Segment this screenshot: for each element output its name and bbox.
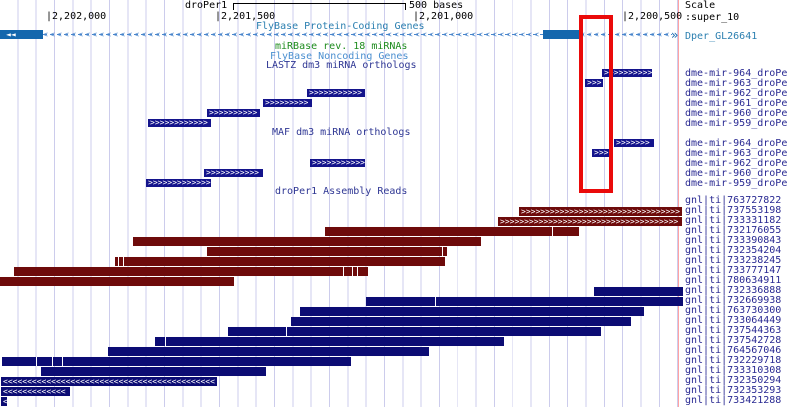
read-bar[interactable] <box>300 307 644 316</box>
read-bar[interactable]: <<<<<<<<<<<<< <box>1 387 70 396</box>
read-label[interactable]: gnl|ti|763730300 <box>685 305 782 316</box>
alignment-gap-tick <box>442 247 443 256</box>
alignment-gap-tick <box>165 337 166 346</box>
read-bar[interactable] <box>108 347 429 356</box>
contig-name-label: droPer1 <box>185 0 228 11</box>
scale-row-label: Scale <box>685 0 716 11</box>
read-label[interactable]: gnl|ti|733238245 <box>685 255 782 266</box>
read-bar[interactable] <box>41 367 266 376</box>
highlight-region-box <box>579 15 613 193</box>
alignment-gap-tick <box>36 357 37 366</box>
read-label[interactable]: gnl|ti|732350294 <box>685 375 782 386</box>
mirna-ortholog-box-lastz[interactable]: >>>>>>>>>>>> <box>148 119 211 127</box>
track-title: FlyBase Protein-Coding Genes <box>256 21 425 32</box>
alignment-gap-tick <box>123 257 124 266</box>
mirna-ortholog-box-lastz[interactable]: >>>>>>>>> <box>263 99 312 107</box>
alignment-gap-tick <box>118 257 119 266</box>
gene-name-label[interactable]: Dper_GL26641 <box>685 31 758 42</box>
read-bar[interactable] <box>207 247 447 256</box>
read-label[interactable]: gnl|ti|733331182 <box>685 215 782 226</box>
read-label[interactable]: gnl|ti|732353293 <box>685 385 782 396</box>
mirna-ortholog-label-lastz[interactable]: dme-mir-960_droPe <box>685 108 788 119</box>
read-bar[interactable] <box>325 227 579 236</box>
track-title: miRBase rev. 18 miRNAs <box>275 41 408 52</box>
gene-exon-block[interactable] <box>543 30 580 39</box>
alignment-gap-tick <box>552 227 553 236</box>
track-title: FlyBase Noncoding Genes <box>270 51 409 62</box>
read-bar[interactable] <box>2 357 351 366</box>
alignment-gap-tick <box>62 357 63 366</box>
read-label[interactable]: gnl|ti|732176055 <box>685 225 782 236</box>
ruler-position-label: |2,201,000 <box>413 11 474 22</box>
read-bar[interactable] <box>14 267 368 276</box>
alignment-gap-tick <box>352 267 353 276</box>
mirna-ortholog-box-maf[interactable]: >>>>>>>>>>>>> <box>146 179 211 187</box>
read-bar[interactable] <box>133 237 481 246</box>
read-label[interactable]: gnl|ti|764567046 <box>685 345 782 356</box>
read-label[interactable]: gnl|ti|733310308 <box>685 365 782 376</box>
mirna-ortholog-box-maf[interactable]: >>> <box>592 149 610 157</box>
read-label[interactable]: gnl|ti|737542728 <box>685 335 782 346</box>
label-column-divider <box>678 0 679 407</box>
gene-exon-block[interactable]: ◄◄ <box>0 30 43 39</box>
gene-continuation-arrow: » <box>671 28 679 42</box>
read-label[interactable]: gnl|ti|733777147 <box>685 265 782 276</box>
mirna-ortholog-label-lastz[interactable]: dme-mir-961_droPe <box>685 98 788 109</box>
read-label[interactable]: gnl|ti|732229718 <box>685 355 782 366</box>
track-title: droPer1 Assembly Reads <box>275 186 408 197</box>
read-bar[interactable] <box>155 337 504 346</box>
ruler-position-label: |2,200,500 <box>622 11 683 22</box>
alignment-gap-tick <box>286 327 287 336</box>
read-bar[interactable] <box>115 257 445 266</box>
read-label[interactable]: gnl|ti|732354204 <box>685 245 782 256</box>
read-label[interactable]: gnl|ti|732669938 <box>685 295 782 306</box>
mirna-ortholog-box-lastz[interactable]: >>>>>>>>>>> <box>307 89 365 97</box>
mirna-ortholog-box-lastz[interactable]: >>> <box>585 79 603 87</box>
ruler-position-label: |2,201,500 <box>215 11 276 22</box>
mirna-ortholog-label-maf[interactable]: dme-mir-960_droPe <box>685 168 788 179</box>
read-bar[interactable]: >>>>>>>>>>>>>>>>>>>>>>>>>>>>>>>>> <box>519 207 682 216</box>
mirna-ortholog-label-lastz[interactable]: dme-mir-959_droPe <box>685 118 788 129</box>
mirna-ortholog-label-lastz[interactable]: dme-mir-963_droPe <box>685 78 788 89</box>
mirna-ortholog-label-maf[interactable]: dme-mir-963_droPe <box>685 148 788 159</box>
read-label[interactable]: gnl|ti|763727822 <box>685 195 782 206</box>
alignment-gap-tick <box>357 267 358 276</box>
read-label[interactable]: gnl|ti|733064449 <box>685 315 782 326</box>
read-label[interactable]: gnl|ti|780634911 <box>685 275 782 286</box>
track-title: MAF dm3 miRNA orthologs <box>272 127 411 138</box>
read-bar[interactable] <box>0 277 234 286</box>
mirna-ortholog-box-maf[interactable]: >>>>>>>>>>> <box>204 169 263 177</box>
read-label[interactable]: gnl|ti|737553198 <box>685 205 782 216</box>
read-label[interactable]: gnl|ti|733390843 <box>685 235 782 246</box>
mirna-ortholog-label-lastz[interactable]: dme-mir-964_droPe <box>685 68 788 79</box>
alignment-gap-tick <box>343 267 344 276</box>
scaffold-name-label: :super_10 <box>685 12 740 23</box>
gene-intron-line: <<<<<<<<<<<<< <box>580 31 672 39</box>
mirna-ortholog-label-maf[interactable]: dme-mir-964_droPe <box>685 138 788 149</box>
read-label[interactable]: gnl|ti|733421288 <box>685 395 782 406</box>
read-bar[interactable]: < <box>1 397 7 406</box>
mirna-ortholog-box-lastz[interactable]: >>>>>>>>>> <box>207 109 260 117</box>
scale-bar <box>233 3 406 10</box>
mirna-ortholog-box-maf[interactable]: >>>>>>>>>>> <box>310 159 365 167</box>
read-bar[interactable] <box>291 317 631 326</box>
track-title: LASTZ dm3 miRNA orthologs <box>266 60 417 71</box>
read-bar[interactable] <box>594 287 683 296</box>
gene-intron-line: <<<<<<<<<<<<<<<<<<<<<<<<<<<<<<<<<<<<<<<<… <box>43 31 543 39</box>
mirna-ortholog-label-lastz[interactable]: dme-mir-962_droPe <box>685 88 788 99</box>
read-bar[interactable]: >>>>>>>>>>>>>>>>>>>>>>>>>>>>>>>>>>>>> <box>498 217 682 226</box>
mirna-ortholog-label-maf[interactable]: dme-mir-962_droPe <box>685 158 788 169</box>
read-bar[interactable] <box>228 327 601 336</box>
read-bar[interactable] <box>366 297 683 306</box>
alignment-gap-tick <box>435 297 436 306</box>
read-label[interactable]: gnl|ti|737544363 <box>685 325 782 336</box>
alignment-gap-tick <box>52 357 53 366</box>
mirna-ortholog-box-maf[interactable]: >>>>>>> <box>614 139 654 147</box>
mirna-ortholog-label-maf[interactable]: dme-mir-959_droPe <box>685 178 788 189</box>
read-label[interactable]: gnl|ti|732336888 <box>685 285 782 296</box>
read-bar[interactable]: <<<<<<<<<<<<<<<<<<<<<<<<<<<<<<<<<<<<<<<<… <box>1 377 217 386</box>
scale-bar-label: 500 bases <box>409 0 464 11</box>
ruler-position-label: |2,202,000 <box>46 11 107 22</box>
